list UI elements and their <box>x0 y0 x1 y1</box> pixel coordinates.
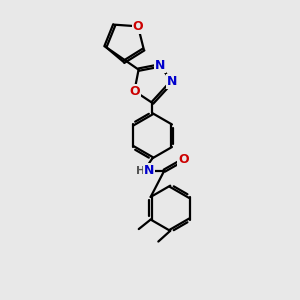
Text: N: N <box>144 164 154 177</box>
Text: N: N <box>155 59 165 72</box>
Text: O: O <box>178 153 189 166</box>
Text: N: N <box>167 75 177 88</box>
Text: O: O <box>129 85 140 98</box>
Text: O: O <box>133 20 143 33</box>
Text: H: H <box>136 166 145 176</box>
